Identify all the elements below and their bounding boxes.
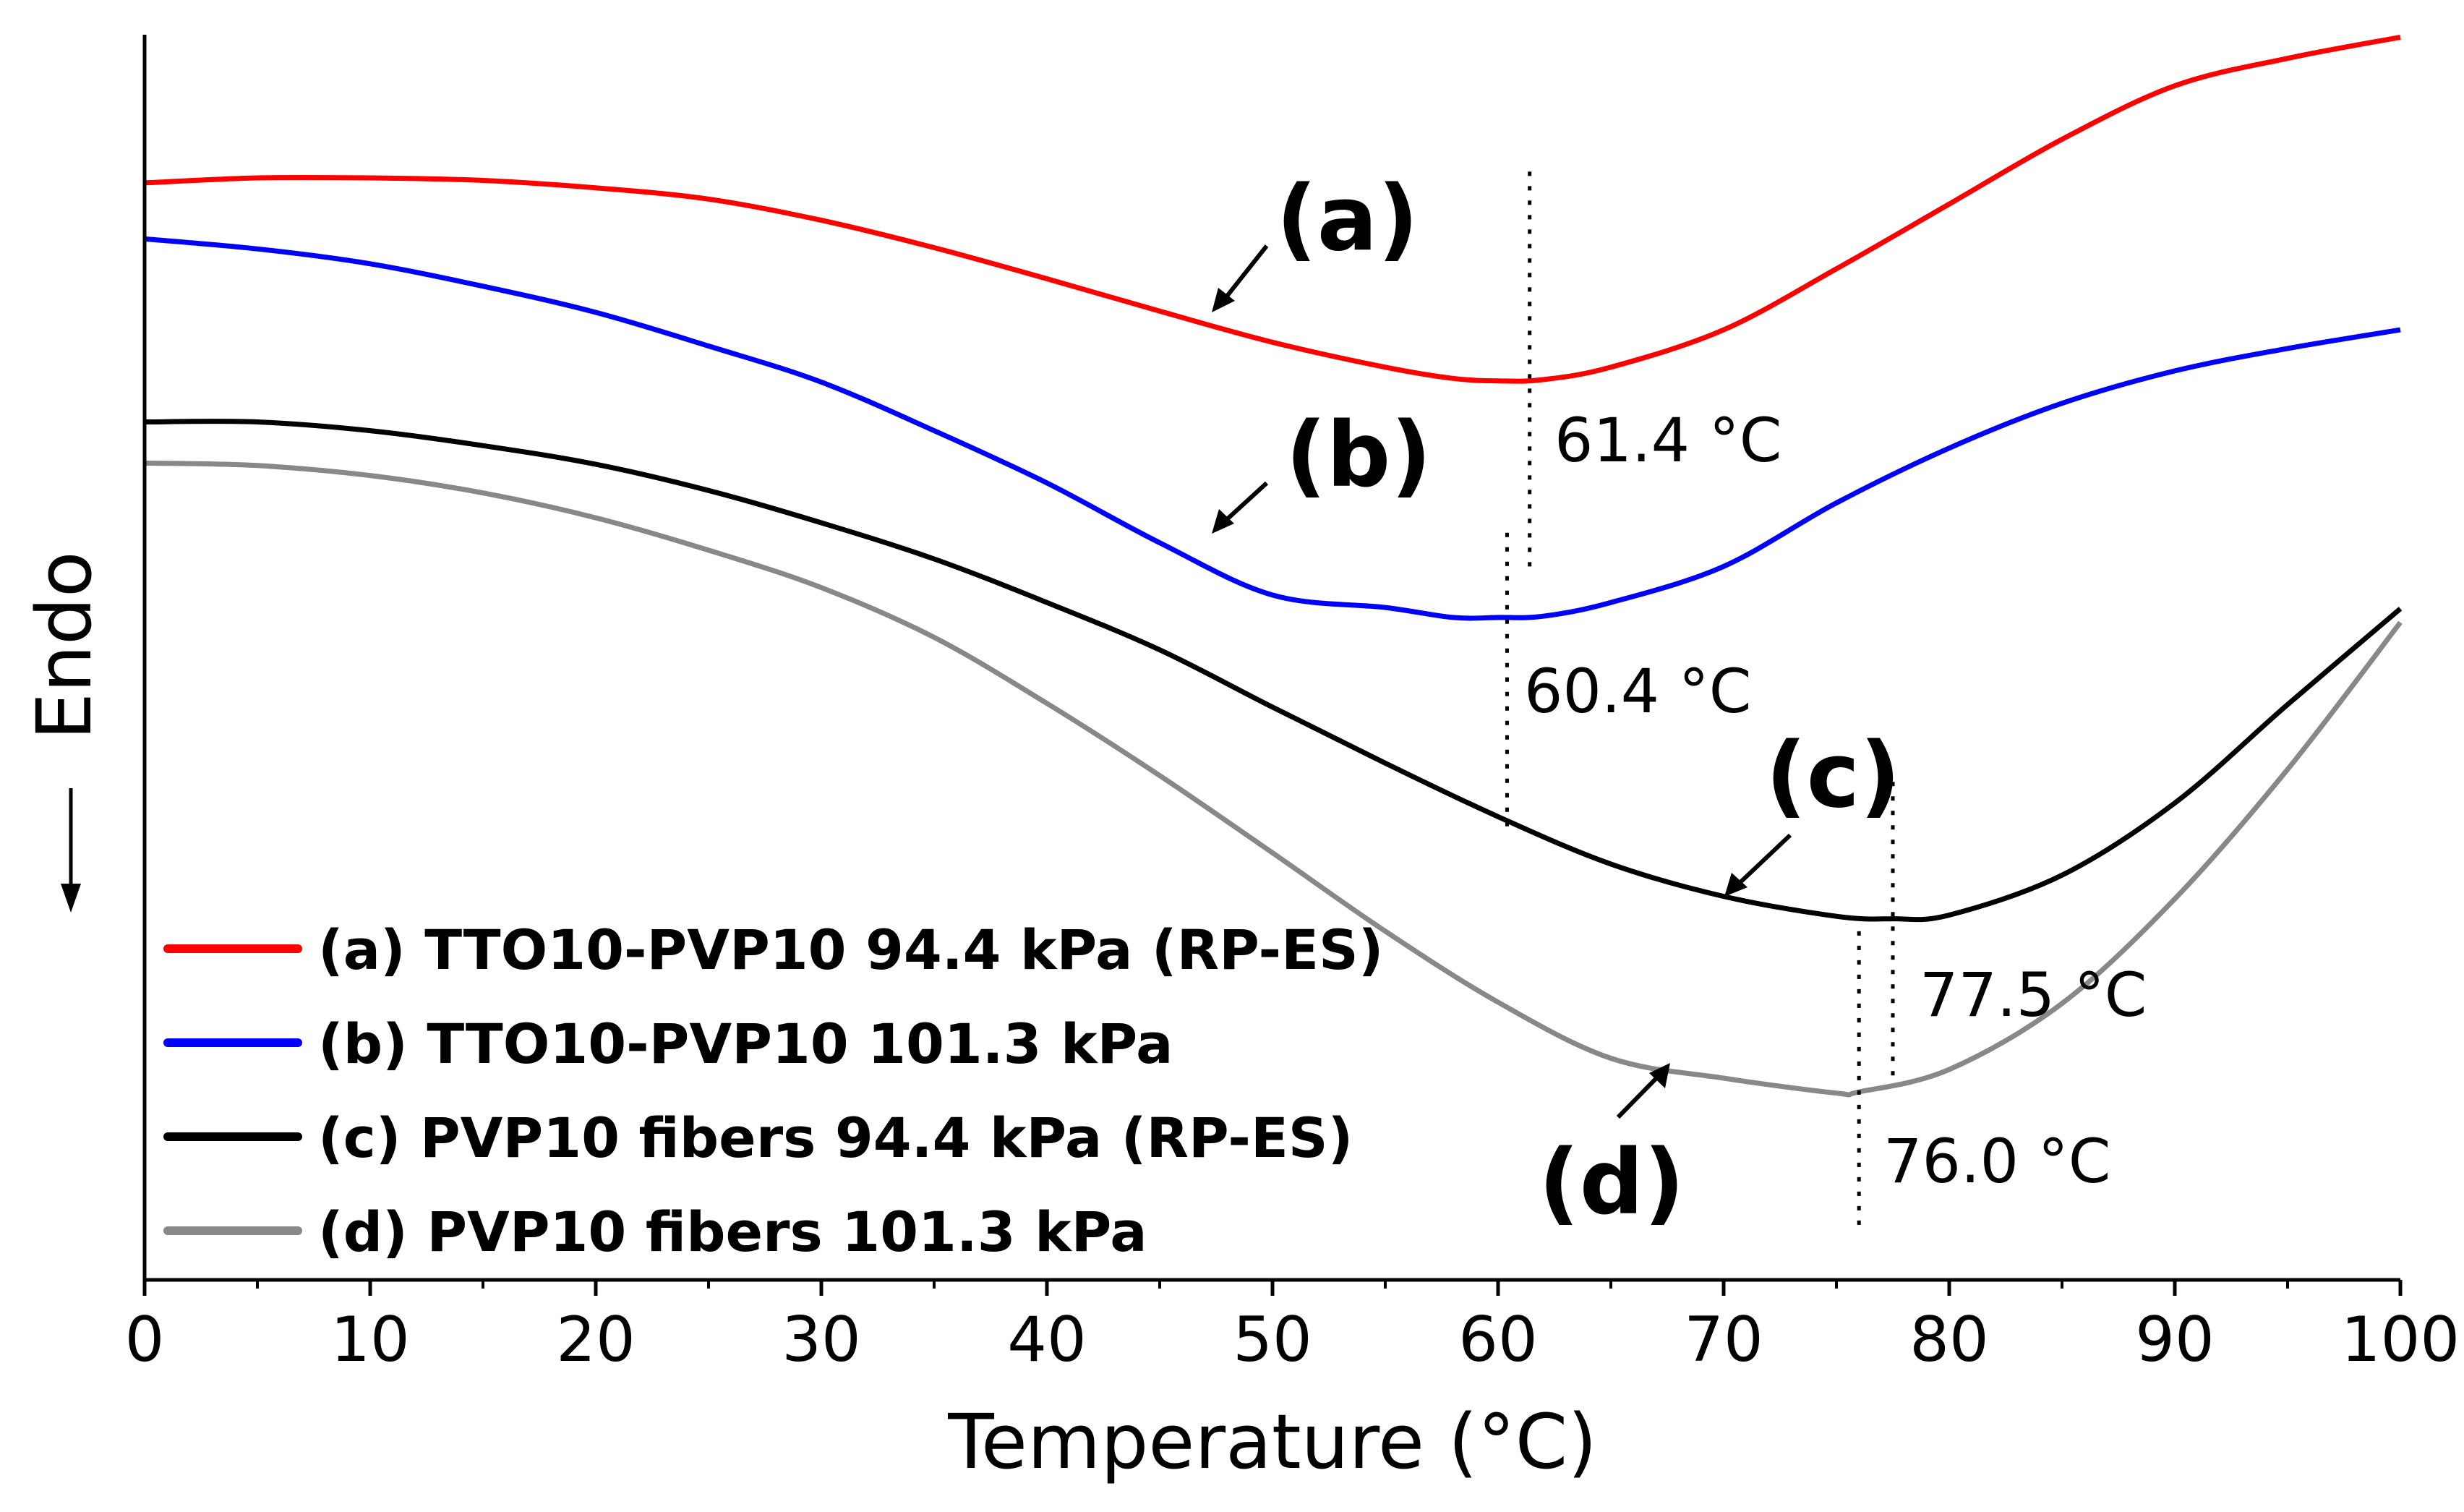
x-tick-label: 0 <box>125 1304 165 1376</box>
x-axis-title: Temperature (°C) <box>947 1398 1597 1486</box>
x-tick-label: 20 <box>556 1304 635 1376</box>
curve-d-arrow-icon <box>1616 1063 1670 1119</box>
peak-label-c: 77.5 °C <box>1920 960 2147 1030</box>
curve-b-arrow-icon <box>1212 481 1269 534</box>
series-line-d <box>144 460 2403 1098</box>
y-axis-title: Endo <box>20 551 108 740</box>
series-line-a <box>144 34 2401 384</box>
series-line-b <box>144 236 2401 621</box>
curve-label-b: (b) <box>1286 403 1432 508</box>
curve-c-arrow-icon <box>1724 833 1792 897</box>
legend: (a) TTO10-PVP10 94.4 kPa (RP-ES) (b) TTO… <box>163 918 1383 1264</box>
x-tick-label: 30 <box>782 1304 860 1376</box>
series-line-c <box>144 419 2403 923</box>
legend-label-c: (c) PVP10 fibers 94.4 kPa (RP-ES) <box>318 1106 1353 1170</box>
legend-label-b: (b) TTO10-PVP10 101.3 kPa <box>318 1012 1173 1076</box>
peak-markers <box>1505 171 1895 1231</box>
x-tick-label: 40 <box>1007 1304 1086 1376</box>
x-tick-label: 100 <box>2341 1304 2460 1376</box>
legend-label-a: (a) TTO10-PVP10 94.4 kPa (RP-ES) <box>318 918 1383 982</box>
x-tick-label: 90 <box>2135 1304 2214 1376</box>
x-tick-label: 10 <box>330 1304 409 1376</box>
curve-label-c: (c) <box>1766 724 1901 828</box>
curve-label-d: (d) <box>1539 1131 1685 1235</box>
x-tick-label: 70 <box>1684 1304 1763 1376</box>
x-tick-label: 60 <box>1458 1304 1537 1376</box>
endo-arrow-icon <box>61 788 81 913</box>
curve-label-a: (a) <box>1276 167 1419 271</box>
x-ticks: 0 10 20 30 40 50 60 70 80 90 100 <box>125 1280 2460 1376</box>
peak-label-b: 60.4 °C <box>1524 656 1751 727</box>
x-tick-label: 80 <box>1909 1304 1988 1376</box>
x-tick-label: 50 <box>1233 1304 1312 1376</box>
series-layer <box>144 34 2403 1098</box>
peak-label-d: 76.0 °C <box>1883 1126 2110 1197</box>
curve-a-arrow-icon <box>1212 244 1269 312</box>
legend-label-d: (d) PVP10 fibers 101.3 kPa <box>318 1200 1147 1264</box>
peak-label-a: 61.4 °C <box>1554 405 1781 476</box>
